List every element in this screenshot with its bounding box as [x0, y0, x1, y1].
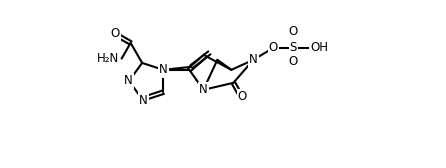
- Text: N: N: [199, 83, 208, 96]
- Text: S: S: [290, 41, 297, 54]
- Text: N: N: [124, 74, 132, 88]
- Text: O: O: [289, 25, 298, 38]
- Text: N: N: [249, 53, 258, 66]
- Text: O: O: [110, 27, 120, 40]
- Text: N: N: [139, 94, 148, 107]
- Text: O: O: [238, 90, 247, 103]
- Text: N: N: [159, 63, 168, 76]
- Text: OH: OH: [310, 41, 328, 54]
- Text: O: O: [269, 41, 278, 54]
- Text: H₂N: H₂N: [96, 52, 119, 65]
- Text: O: O: [289, 55, 298, 68]
